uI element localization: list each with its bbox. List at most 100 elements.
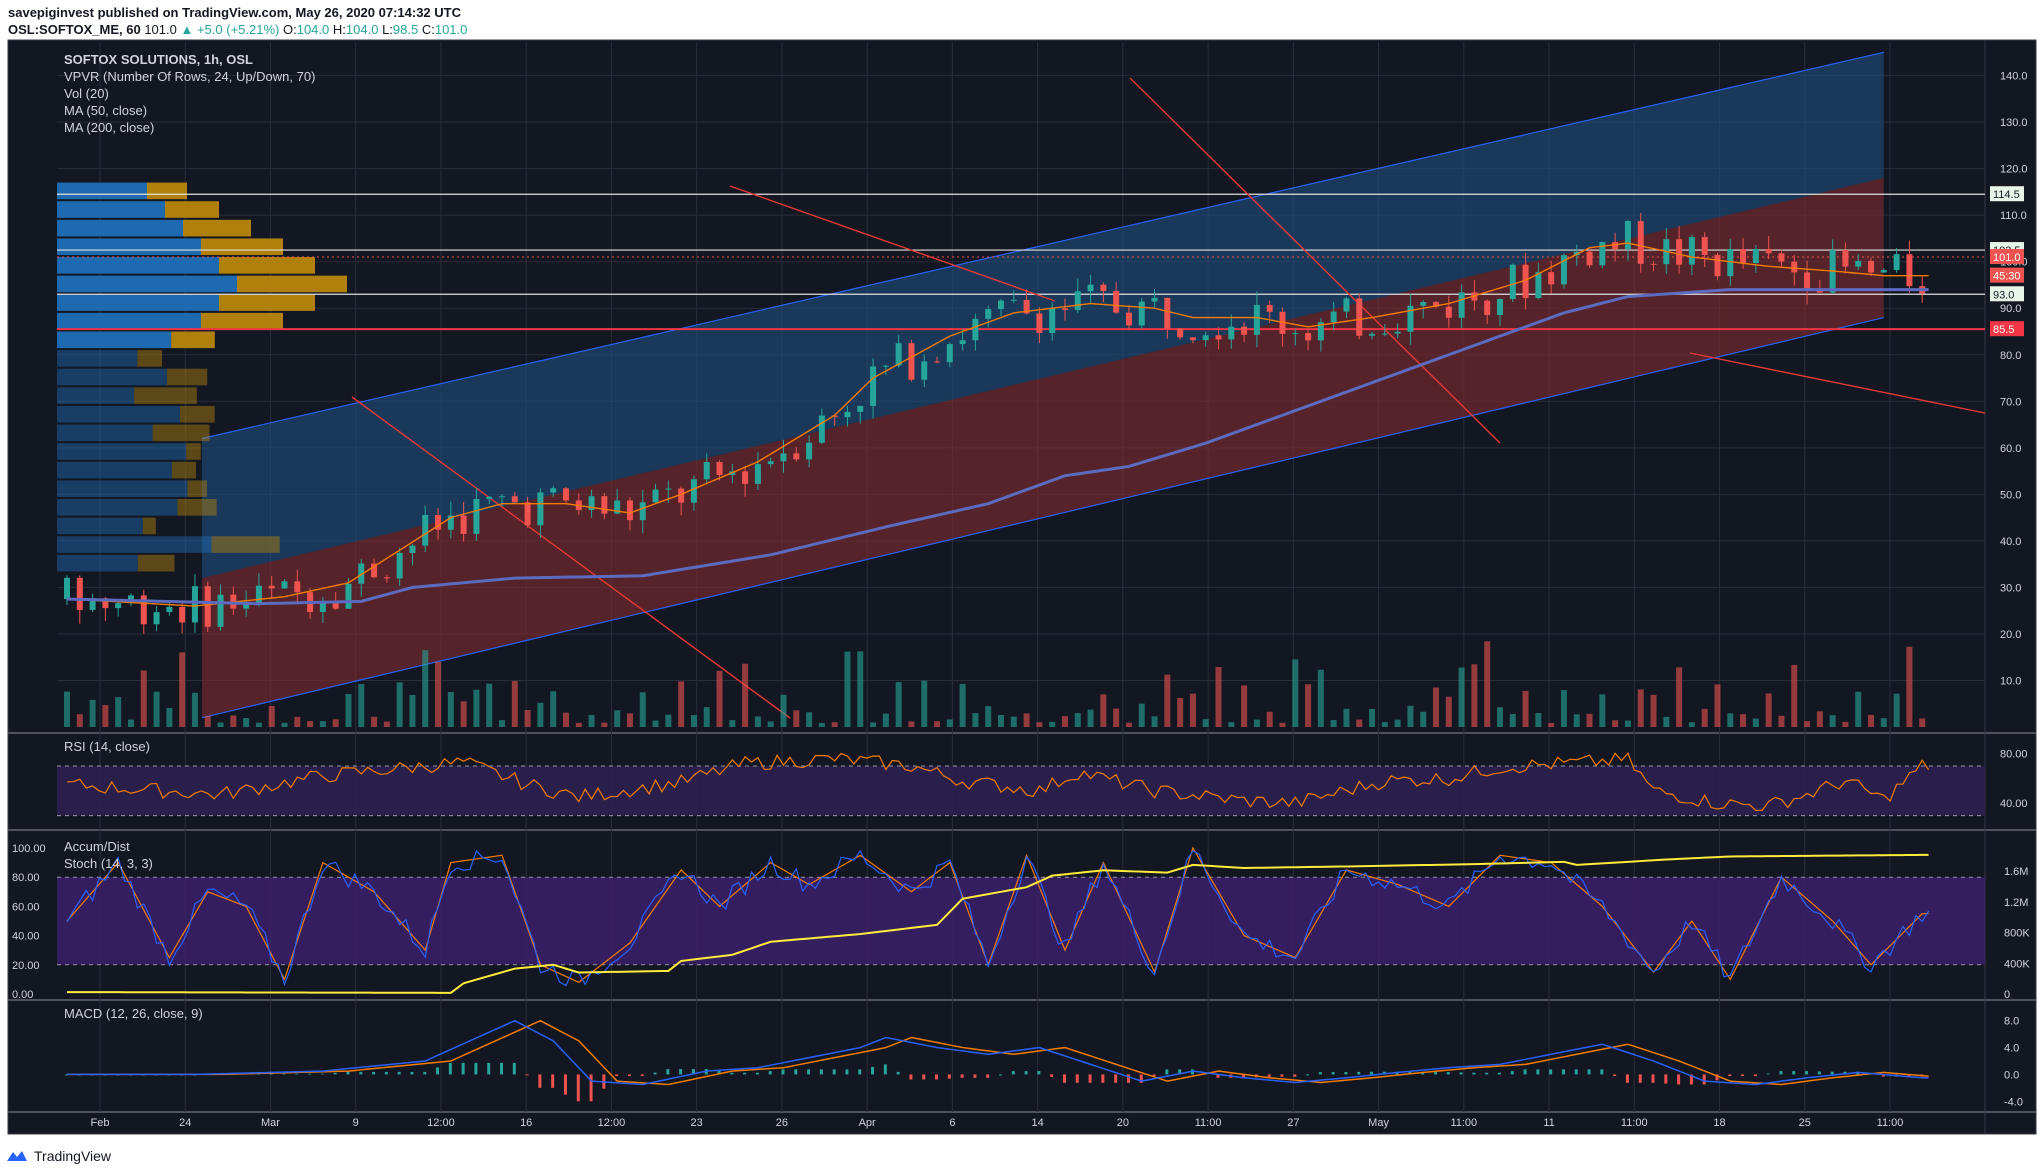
volume-bar bbox=[908, 721, 915, 727]
ad-line bbox=[66, 853, 1929, 994]
macd-histogram-bar bbox=[1766, 1073, 1770, 1075]
volume-bar bbox=[140, 670, 147, 727]
vpvr-down-bar bbox=[201, 312, 283, 330]
macd-histogram-bar bbox=[1088, 1074, 1092, 1083]
volume-bar bbox=[1612, 720, 1619, 727]
macd-histogram-bar bbox=[333, 1072, 337, 1075]
candle-body bbox=[1855, 260, 1862, 267]
price-badge-text: 93.0 bbox=[1993, 289, 2014, 301]
candle-body bbox=[934, 361, 941, 363]
candle-body bbox=[460, 515, 467, 534]
candle-body bbox=[665, 488, 672, 490]
time-axis-label: 25 bbox=[1799, 1117, 1811, 1129]
legend-vol[interactable]: Vol (20) bbox=[64, 86, 109, 101]
candle-body bbox=[1688, 237, 1695, 265]
macd-histogram-bar bbox=[1741, 1074, 1745, 1077]
volume-bar bbox=[818, 722, 825, 727]
volume-bar bbox=[729, 720, 736, 727]
candle-body bbox=[588, 496, 595, 511]
macd-histogram-bar bbox=[525, 1074, 529, 1076]
price-axis-label: 50.0 bbox=[2000, 489, 2021, 501]
candle-body bbox=[1087, 284, 1094, 292]
macd-histogram-bar bbox=[871, 1066, 875, 1075]
candle-body bbox=[255, 585, 262, 603]
volume-bar bbox=[64, 691, 70, 727]
vpvr-down-bar bbox=[183, 219, 251, 237]
candle-body bbox=[716, 462, 723, 475]
volume-bar bbox=[486, 683, 493, 727]
candle-body bbox=[76, 577, 83, 610]
price-axis-label: 30.0 bbox=[2000, 582, 2021, 594]
candle-body bbox=[1701, 237, 1708, 255]
time-axis-label: Apr bbox=[859, 1117, 876, 1129]
candle-body bbox=[191, 586, 198, 623]
ad-stoch-legend[interactable]: Accum/Dist Stoch (14, 3, 3) bbox=[64, 838, 153, 872]
macd-histogram-bar bbox=[538, 1074, 542, 1088]
candle-body bbox=[524, 502, 531, 526]
volume-bar bbox=[89, 699, 96, 727]
candle-body bbox=[857, 405, 864, 412]
candle-body bbox=[1484, 300, 1491, 315]
vpvr-up-bar bbox=[57, 480, 188, 497]
legend-vpvr[interactable]: VPVR (Number Of Rows, 24, Up/Down, 70) bbox=[64, 69, 316, 84]
volume-bar bbox=[767, 721, 774, 727]
volume-bar bbox=[102, 705, 109, 727]
volume-bar bbox=[499, 720, 506, 727]
macd-histogram-bar bbox=[1178, 1069, 1182, 1075]
candle-body bbox=[908, 343, 915, 380]
macd-histogram-bar bbox=[436, 1067, 440, 1075]
candle-body bbox=[742, 471, 749, 484]
candle-body bbox=[1612, 241, 1619, 250]
volume-bar bbox=[319, 721, 326, 727]
candle-body bbox=[870, 366, 877, 406]
legend-ma200[interactable]: MA (200, close) bbox=[64, 120, 155, 135]
legend-title[interactable]: SOFTOX SOLUTIONS, 1h, OSL bbox=[64, 52, 254, 67]
volume-bar bbox=[934, 721, 941, 727]
macd-legend[interactable]: MACD (12, 26, close, 9) bbox=[64, 1005, 203, 1022]
volume-bar bbox=[985, 706, 992, 727]
macd-histogram-bar bbox=[1280, 1074, 1284, 1077]
volume-bar bbox=[1023, 713, 1030, 727]
time-axis-label: 14 bbox=[1031, 1117, 1043, 1129]
o-label: O: bbox=[282, 22, 297, 37]
candle-body bbox=[1202, 335, 1209, 341]
vpvr-up-bar bbox=[57, 517, 143, 535]
time-axis-label: Feb bbox=[91, 1117, 110, 1129]
volume-bar bbox=[1215, 667, 1222, 727]
legend-ma50[interactable]: MA (50, close) bbox=[64, 103, 148, 118]
time-axis-label: 6 bbox=[949, 1117, 955, 1129]
volume-bar bbox=[665, 714, 672, 727]
vpvr-up-bar bbox=[57, 368, 167, 386]
volume-bar bbox=[473, 689, 480, 727]
macd-histogram-bar bbox=[372, 1071, 376, 1075]
volume-bar bbox=[1010, 716, 1017, 727]
macd-histogram-bar bbox=[1139, 1074, 1143, 1083]
change-text: ▲ +5.0 (+5.21%) bbox=[180, 22, 280, 37]
volume-bar bbox=[1842, 721, 1849, 727]
symbol-text[interactable]: OSL:SOFTOX_ME, 60 bbox=[8, 22, 141, 37]
volume-bar bbox=[742, 663, 749, 727]
macd-histogram-bar bbox=[1702, 1074, 1706, 1085]
volume-bar bbox=[857, 651, 864, 727]
footer[interactable]: TradingView bbox=[6, 1146, 111, 1166]
candle-body bbox=[652, 489, 659, 503]
c-value: 101.0 bbox=[434, 22, 468, 37]
price-badge bbox=[1990, 186, 2024, 202]
macd-histogram-bar bbox=[1792, 1071, 1796, 1075]
rsi-axis-label: 80.00 bbox=[2000, 749, 2028, 761]
candle-body bbox=[89, 598, 96, 610]
volume-bar bbox=[1650, 694, 1657, 727]
time-axis-label: 20 bbox=[1117, 1117, 1129, 1129]
volume-bar bbox=[255, 722, 262, 727]
candle-body bbox=[115, 603, 122, 609]
rsi-legend[interactable]: RSI (14, close) bbox=[64, 738, 150, 755]
macd-histogram-bar bbox=[1242, 1074, 1246, 1078]
candle-body bbox=[1407, 305, 1414, 332]
macd-histogram-bar bbox=[1523, 1069, 1527, 1075]
macd-histogram-bar bbox=[1306, 1074, 1310, 1076]
macd-histogram-bar bbox=[1574, 1069, 1578, 1075]
stoch-axis-label: 0.00 bbox=[12, 989, 33, 1001]
volume-bar bbox=[383, 721, 390, 727]
price-badge-text: 85.5 bbox=[1993, 324, 2014, 336]
